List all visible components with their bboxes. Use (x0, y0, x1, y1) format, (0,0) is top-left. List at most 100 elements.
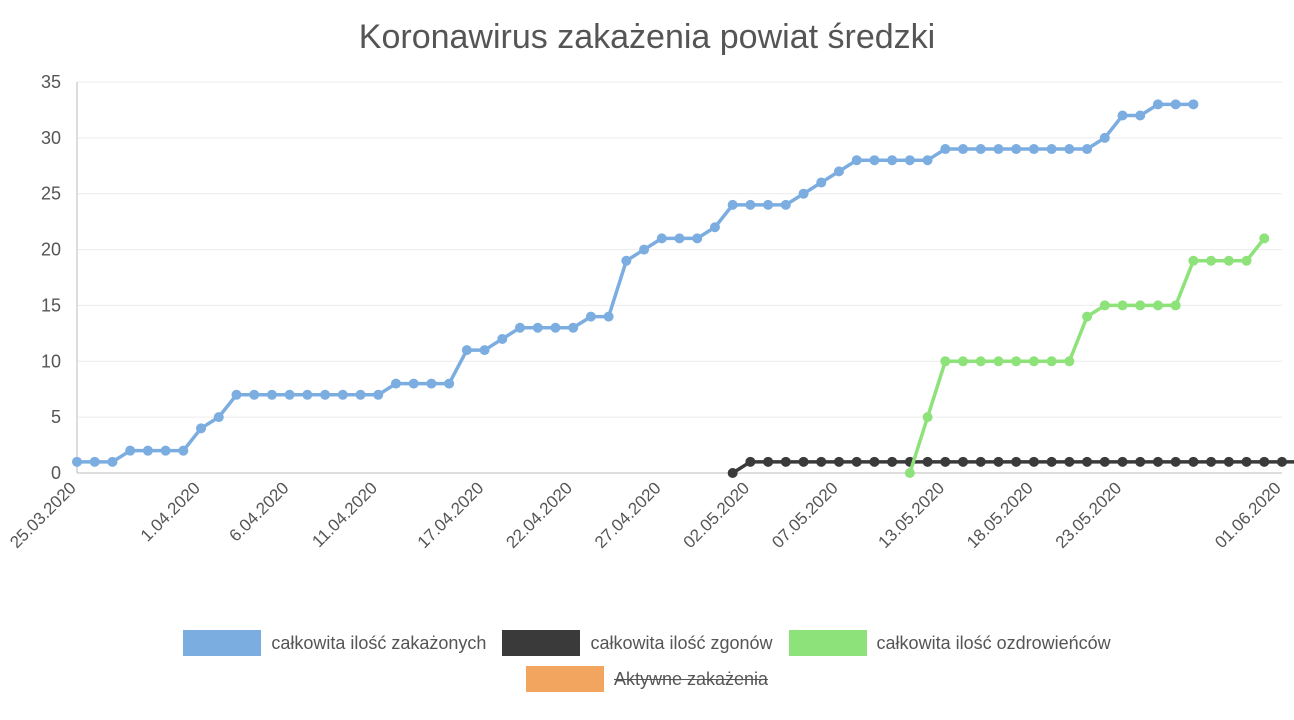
data-point (763, 456, 774, 467)
data-point (958, 356, 969, 367)
data-point (727, 199, 738, 210)
x-tick-label: 6.04.2020 (226, 478, 293, 545)
legend-item-active[interactable]: Aktywne zakażenia (525, 666, 769, 692)
series-1 (727, 456, 1294, 478)
data-point (302, 389, 313, 400)
y-tick-label: 15 (41, 295, 61, 315)
data-point (639, 244, 650, 255)
grid-lines (77, 81, 1282, 418)
data-point (284, 389, 295, 400)
legend-swatch-active (525, 666, 604, 692)
data-point (940, 144, 951, 155)
data-point (515, 322, 526, 333)
data-point (922, 456, 933, 467)
data-point (1117, 110, 1128, 121)
axes (76, 82, 1282, 474)
legend-label-active: Aktywne zakażenia (613, 668, 769, 689)
data-point (1046, 144, 1057, 155)
data-point (1011, 456, 1022, 467)
data-point (532, 322, 543, 333)
data-point (1046, 456, 1057, 467)
data-point (125, 445, 136, 456)
data-point (107, 456, 118, 467)
data-point (958, 144, 969, 155)
legend-label-deaths: całkowita ilość zgonów (590, 632, 773, 653)
data-point (196, 423, 207, 434)
data-point (780, 199, 791, 210)
y-tick-labels: 0 5 10 15 20 25 30 35 (41, 72, 61, 483)
data-point (745, 456, 756, 467)
data-point (887, 155, 898, 166)
x-tick-label: 22.04.2020 (502, 478, 576, 552)
data-point (851, 456, 862, 467)
data-point (1135, 456, 1146, 467)
x-tick-label: 1.04.2020 (137, 478, 204, 545)
data-point (1064, 144, 1075, 155)
data-point (585, 311, 596, 322)
data-point (904, 155, 915, 166)
data-point (1223, 456, 1234, 467)
data-point (922, 155, 933, 166)
data-point (408, 378, 419, 389)
data-point (1241, 255, 1252, 266)
data-point (833, 456, 844, 467)
legend-row-2: Aktywne zakażenia (0, 666, 1294, 692)
data-point (1152, 456, 1163, 467)
data-point (621, 255, 632, 266)
data-point (266, 389, 277, 400)
data-point (426, 378, 437, 389)
data-point (1046, 356, 1057, 367)
legend-item-deaths[interactable]: całkowita ilość zgonów (502, 630, 773, 656)
legend-item-recovered[interactable]: całkowita ilość ozdrowieńców (788, 630, 1111, 656)
data-point (1188, 99, 1199, 110)
x-tick-label: 13.05.2020 (875, 478, 949, 552)
data-point (1028, 144, 1039, 155)
data-point (231, 389, 242, 400)
x-tick-label: 25.03.2020 (6, 478, 80, 552)
data-point (1152, 99, 1163, 110)
data-point (869, 155, 880, 166)
data-point (550, 322, 561, 333)
series-lines (72, 99, 1294, 478)
series-2 (904, 233, 1270, 478)
legend-swatch-deaths (502, 630, 581, 656)
y-tick-label: 30 (41, 128, 61, 148)
data-point (1011, 144, 1022, 155)
data-point (479, 345, 490, 356)
x-tick-label: 17.04.2020 (414, 478, 488, 552)
legend-label-infected: całkowita ilość zakażonych (271, 632, 487, 653)
x-tick-label: 23.05.2020 (1052, 478, 1126, 552)
legend-item-infected[interactable]: całkowita ilość zakażonych (183, 630, 486, 656)
data-point (692, 233, 703, 244)
x-tick-label: 11.04.2020 (308, 478, 381, 551)
y-tick-label: 35 (41, 72, 61, 92)
data-point (1117, 300, 1128, 311)
data-point (975, 356, 986, 367)
chart-title: Koronawirus zakażenia powiat średzki (358, 18, 936, 56)
data-point (727, 468, 738, 478)
data-point (851, 155, 862, 166)
data-point (249, 389, 260, 400)
x-tick-label: 27.04.2020 (591, 478, 665, 552)
data-point (975, 456, 986, 467)
data-point (816, 456, 827, 467)
data-point (975, 144, 986, 155)
data-point (1082, 144, 1093, 155)
data-point (390, 378, 401, 389)
data-point (1099, 132, 1110, 143)
data-point (72, 456, 82, 467)
data-point (497, 333, 508, 344)
x-tick-label: 01.06.2020 (1211, 478, 1285, 552)
data-point (763, 199, 774, 210)
data-point (178, 445, 189, 456)
data-point (1135, 110, 1146, 121)
data-point (816, 177, 827, 188)
y-tick-label: 5 (51, 407, 61, 427)
x-tick-label: 18.05.2020 (963, 478, 1037, 552)
series-line (730, 460, 1294, 475)
data-point (1082, 456, 1093, 467)
data-point (1082, 311, 1093, 322)
data-point (213, 412, 224, 423)
legend-swatch-infected (183, 630, 262, 656)
data-point (780, 456, 791, 467)
